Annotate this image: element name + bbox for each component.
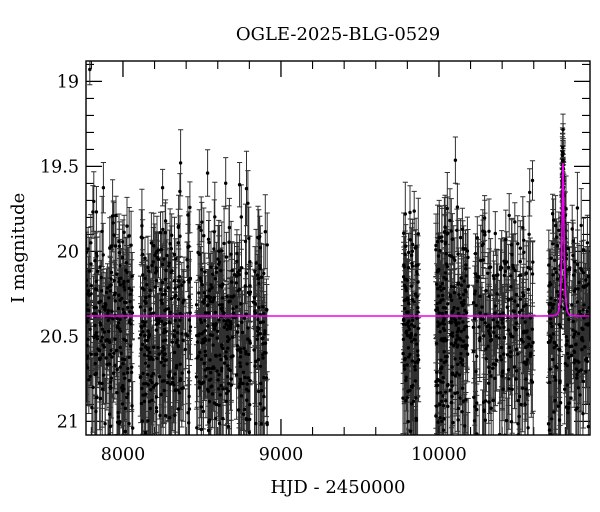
x-tick-labels: 8000 9000 10000 bbox=[101, 445, 467, 465]
model-curve bbox=[86, 162, 590, 317]
x-axis-label: HJD - 2450000 bbox=[270, 477, 405, 498]
y-tick-label: 19 bbox=[57, 72, 79, 92]
y-tick-label: 20 bbox=[57, 242, 79, 262]
plot-frame bbox=[85, 60, 591, 436]
x-tick-label: 10000 bbox=[411, 445, 467, 465]
y-tick-label: 21 bbox=[57, 412, 79, 432]
y-axis-label: I magnitude bbox=[8, 193, 29, 304]
error-bar-path bbox=[86, 61, 590, 435]
x-tick-label: 9000 bbox=[259, 445, 304, 465]
data-points bbox=[86, 67, 590, 435]
x-tick-label: 8000 bbox=[101, 445, 146, 465]
y-tick-label: 19.5 bbox=[40, 157, 79, 177]
y-tick-label: 20.5 bbox=[40, 327, 79, 347]
y-tick-labels: 19 19.5 20 20.5 21 bbox=[40, 72, 79, 432]
chart-title: OGLE-2025-BLG-0529 bbox=[236, 24, 440, 45]
error-bars bbox=[86, 61, 590, 435]
